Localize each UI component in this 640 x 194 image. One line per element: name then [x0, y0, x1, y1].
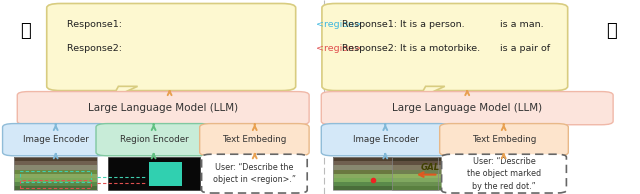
Text: Text Embeding: Text Embeding	[222, 135, 287, 144]
Bar	[14, 182, 97, 186]
Text: <region>: <region>	[316, 44, 362, 53]
Bar	[333, 157, 438, 161]
FancyBboxPatch shape	[200, 124, 309, 156]
Bar	[14, 165, 97, 170]
Bar	[392, 182, 444, 186]
Bar	[14, 161, 97, 165]
Bar	[20, 180, 91, 188]
Text: Region Encoder: Region Encoder	[120, 135, 188, 144]
Bar	[14, 157, 97, 161]
Text: Large Language Model (LLM): Large Language Model (LLM)	[392, 103, 542, 113]
FancyBboxPatch shape	[442, 154, 566, 193]
Text: 🤖: 🤖	[20, 22, 31, 40]
FancyBboxPatch shape	[202, 154, 307, 193]
Text: Response2:: Response2:	[67, 44, 125, 53]
Bar	[333, 174, 438, 178]
Text: Image Encoder: Image Encoder	[353, 135, 419, 144]
Bar	[333, 186, 438, 190]
Bar	[392, 174, 444, 178]
Text: is a man.: is a man.	[497, 20, 544, 29]
Bar	[14, 157, 97, 190]
Text: Response2: It is a motorbike.: Response2: It is a motorbike.	[342, 44, 481, 53]
Bar	[14, 178, 97, 182]
Bar	[392, 165, 444, 170]
Bar	[392, 157, 444, 161]
Text: Text Embeding: Text Embeding	[472, 135, 536, 144]
Text: <region>: <region>	[316, 20, 362, 29]
FancyBboxPatch shape	[322, 3, 568, 91]
Text: Response1: It is a person.: Response1: It is a person.	[342, 20, 465, 29]
Bar	[333, 157, 438, 190]
Bar	[14, 186, 97, 190]
FancyBboxPatch shape	[321, 92, 613, 125]
Bar	[333, 182, 438, 186]
FancyBboxPatch shape	[96, 124, 212, 156]
Text: User: “Describe
the object marked
by the red dot.”: User: “Describe the object marked by the…	[467, 157, 541, 191]
FancyBboxPatch shape	[440, 124, 568, 156]
Text: Image Encoder: Image Encoder	[23, 135, 88, 144]
Text: Large Language Model (LLM): Large Language Model (LLM)	[88, 103, 238, 113]
Bar	[14, 170, 97, 174]
Bar	[108, 157, 200, 190]
Bar	[392, 161, 444, 165]
Bar	[392, 170, 444, 174]
Text: is a pair of: is a pair of	[497, 44, 554, 53]
FancyBboxPatch shape	[17, 92, 309, 125]
FancyBboxPatch shape	[47, 3, 296, 91]
Bar	[333, 161, 438, 165]
Bar	[14, 174, 97, 178]
Polygon shape	[112, 86, 138, 98]
Bar	[333, 165, 438, 170]
Text: Response1:: Response1:	[67, 20, 125, 29]
Polygon shape	[419, 86, 445, 98]
Bar	[20, 171, 91, 182]
Bar	[392, 157, 444, 190]
FancyBboxPatch shape	[3, 124, 109, 156]
Text: 🦉: 🦉	[606, 22, 616, 40]
Bar	[392, 178, 444, 182]
Bar	[149, 161, 182, 186]
Bar	[333, 178, 438, 182]
Text: GAL: GAL	[420, 163, 440, 172]
Bar	[333, 170, 438, 174]
Bar	[392, 186, 444, 190]
Text: User: “Describe the
object in <region>.”: User: “Describe the object in <region>.”	[213, 163, 296, 184]
FancyBboxPatch shape	[321, 124, 450, 156]
